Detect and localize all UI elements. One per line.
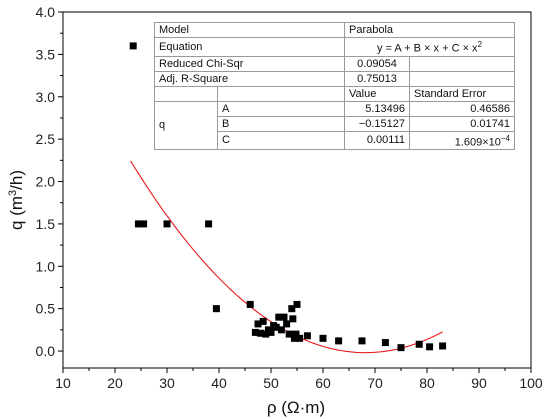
value-header: Value bbox=[344, 85, 410, 102]
data-point bbox=[439, 342, 447, 350]
param-error: 0.46586 bbox=[409, 100, 515, 117]
y-tick-label: 1.0 bbox=[36, 258, 56, 274]
data-point bbox=[303, 332, 311, 340]
data-point bbox=[129, 42, 137, 50]
x-tick-label: 40 bbox=[211, 375, 227, 391]
data-point bbox=[319, 334, 327, 342]
y-tick-label: 0.0 bbox=[36, 343, 56, 359]
x-tick-label: 10 bbox=[55, 375, 71, 391]
data-point bbox=[251, 328, 259, 336]
y-tick-label: 2.0 bbox=[36, 174, 56, 190]
param-error: 1.609×10−4 bbox=[409, 130, 515, 151]
table-row: B −0.15127 0.01741 bbox=[155, 115, 515, 132]
param-error: 0.01741 bbox=[409, 115, 515, 132]
data-point bbox=[293, 300, 301, 308]
data-point bbox=[335, 337, 343, 345]
error-header: Standard Error bbox=[409, 85, 515, 102]
data-point bbox=[275, 313, 283, 321]
data-point bbox=[283, 320, 291, 328]
x-axis-ticks: 10 20 30 40 50 60 70 80 90 100 bbox=[55, 368, 543, 391]
data-point bbox=[262, 330, 270, 338]
chisq-label: Reduced Chi-Sqr bbox=[154, 55, 345, 72]
data-point bbox=[288, 305, 296, 313]
data-point bbox=[296, 334, 304, 342]
param-name: A bbox=[217, 100, 345, 117]
data-point bbox=[277, 326, 285, 334]
x-tick-label: 90 bbox=[471, 375, 487, 391]
r2-value: 0.75013 bbox=[344, 70, 410, 87]
param-name: C bbox=[217, 130, 345, 151]
x-tick-label: 50 bbox=[263, 375, 279, 391]
data-point bbox=[212, 305, 220, 313]
table-row: C 0.00111 1.609×10−4 bbox=[155, 130, 515, 151]
x-tick-label: 20 bbox=[107, 375, 123, 391]
data-point bbox=[163, 220, 171, 228]
param-value: −0.15127 bbox=[344, 115, 410, 132]
data-point bbox=[358, 337, 366, 345]
y-tick-label: 1.5 bbox=[36, 216, 56, 232]
chisq-value: 0.09054 bbox=[344, 55, 410, 72]
y-tick-label: 2.5 bbox=[36, 131, 56, 147]
data-point bbox=[272, 323, 280, 331]
data-point bbox=[426, 343, 434, 351]
data-point bbox=[290, 334, 298, 342]
data-point bbox=[267, 328, 275, 336]
equation-value: y = A + B × x + C × x2 bbox=[344, 37, 515, 57]
data-point bbox=[280, 313, 288, 321]
x-tick-label: 30 bbox=[159, 375, 175, 391]
data-point bbox=[397, 344, 405, 352]
param-group-label: q bbox=[154, 100, 218, 151]
table-row: q A 5.13496 0.46586 bbox=[154, 100, 515, 151]
data-point bbox=[259, 317, 267, 325]
model-value: Parabola bbox=[344, 22, 515, 38]
y-tick-label: 3.5 bbox=[36, 46, 56, 62]
model-label: Model bbox=[154, 22, 345, 38]
x-tick-label: 100 bbox=[519, 375, 543, 391]
equation-label: Equation bbox=[154, 37, 345, 57]
table-row: Model Parabola bbox=[154, 22, 515, 38]
y-axis-ticks: 0.0 0.5 1.0 1.5 2.0 2.5 3.0 3.5 4.0 bbox=[36, 4, 63, 359]
param-value: 0.00111 bbox=[344, 130, 410, 151]
table-row: Reduced Chi-Sqr 0.09054 bbox=[154, 55, 515, 72]
y-tick-label: 4.0 bbox=[36, 4, 56, 20]
data-points bbox=[129, 42, 447, 352]
data-point bbox=[292, 330, 300, 338]
x-axis-title: ρ (Ω·m) bbox=[267, 398, 325, 417]
y-tick-label: 0.5 bbox=[36, 301, 56, 317]
table-row: Value Standard Error bbox=[154, 85, 515, 102]
data-point bbox=[381, 339, 389, 347]
data-point bbox=[257, 329, 265, 337]
r2-label: Adj. R-Square bbox=[154, 70, 345, 87]
y-tick-label: 3.0 bbox=[36, 89, 56, 105]
data-point bbox=[205, 220, 213, 228]
x-tick-label: 80 bbox=[419, 375, 435, 391]
x-tick-label: 60 bbox=[315, 375, 331, 391]
data-point bbox=[246, 300, 254, 308]
data-point bbox=[289, 315, 297, 323]
table-row: Equation y = A + B × x + C × x2 bbox=[154, 37, 515, 57]
data-point bbox=[415, 340, 423, 348]
x-tick-label: 70 bbox=[367, 375, 383, 391]
y-axis-title: q (m3/h) bbox=[7, 170, 26, 230]
param-value: 5.13496 bbox=[344, 100, 410, 117]
data-point bbox=[134, 220, 142, 228]
param-name: B bbox=[217, 115, 345, 132]
fit-results-table: Model Parabola Equation y = A + B × x + … bbox=[154, 22, 515, 151]
data-point bbox=[285, 330, 293, 338]
data-point bbox=[254, 320, 262, 328]
data-point bbox=[140, 220, 148, 228]
table-row: Adj. R-Square 0.75013 bbox=[154, 70, 515, 87]
